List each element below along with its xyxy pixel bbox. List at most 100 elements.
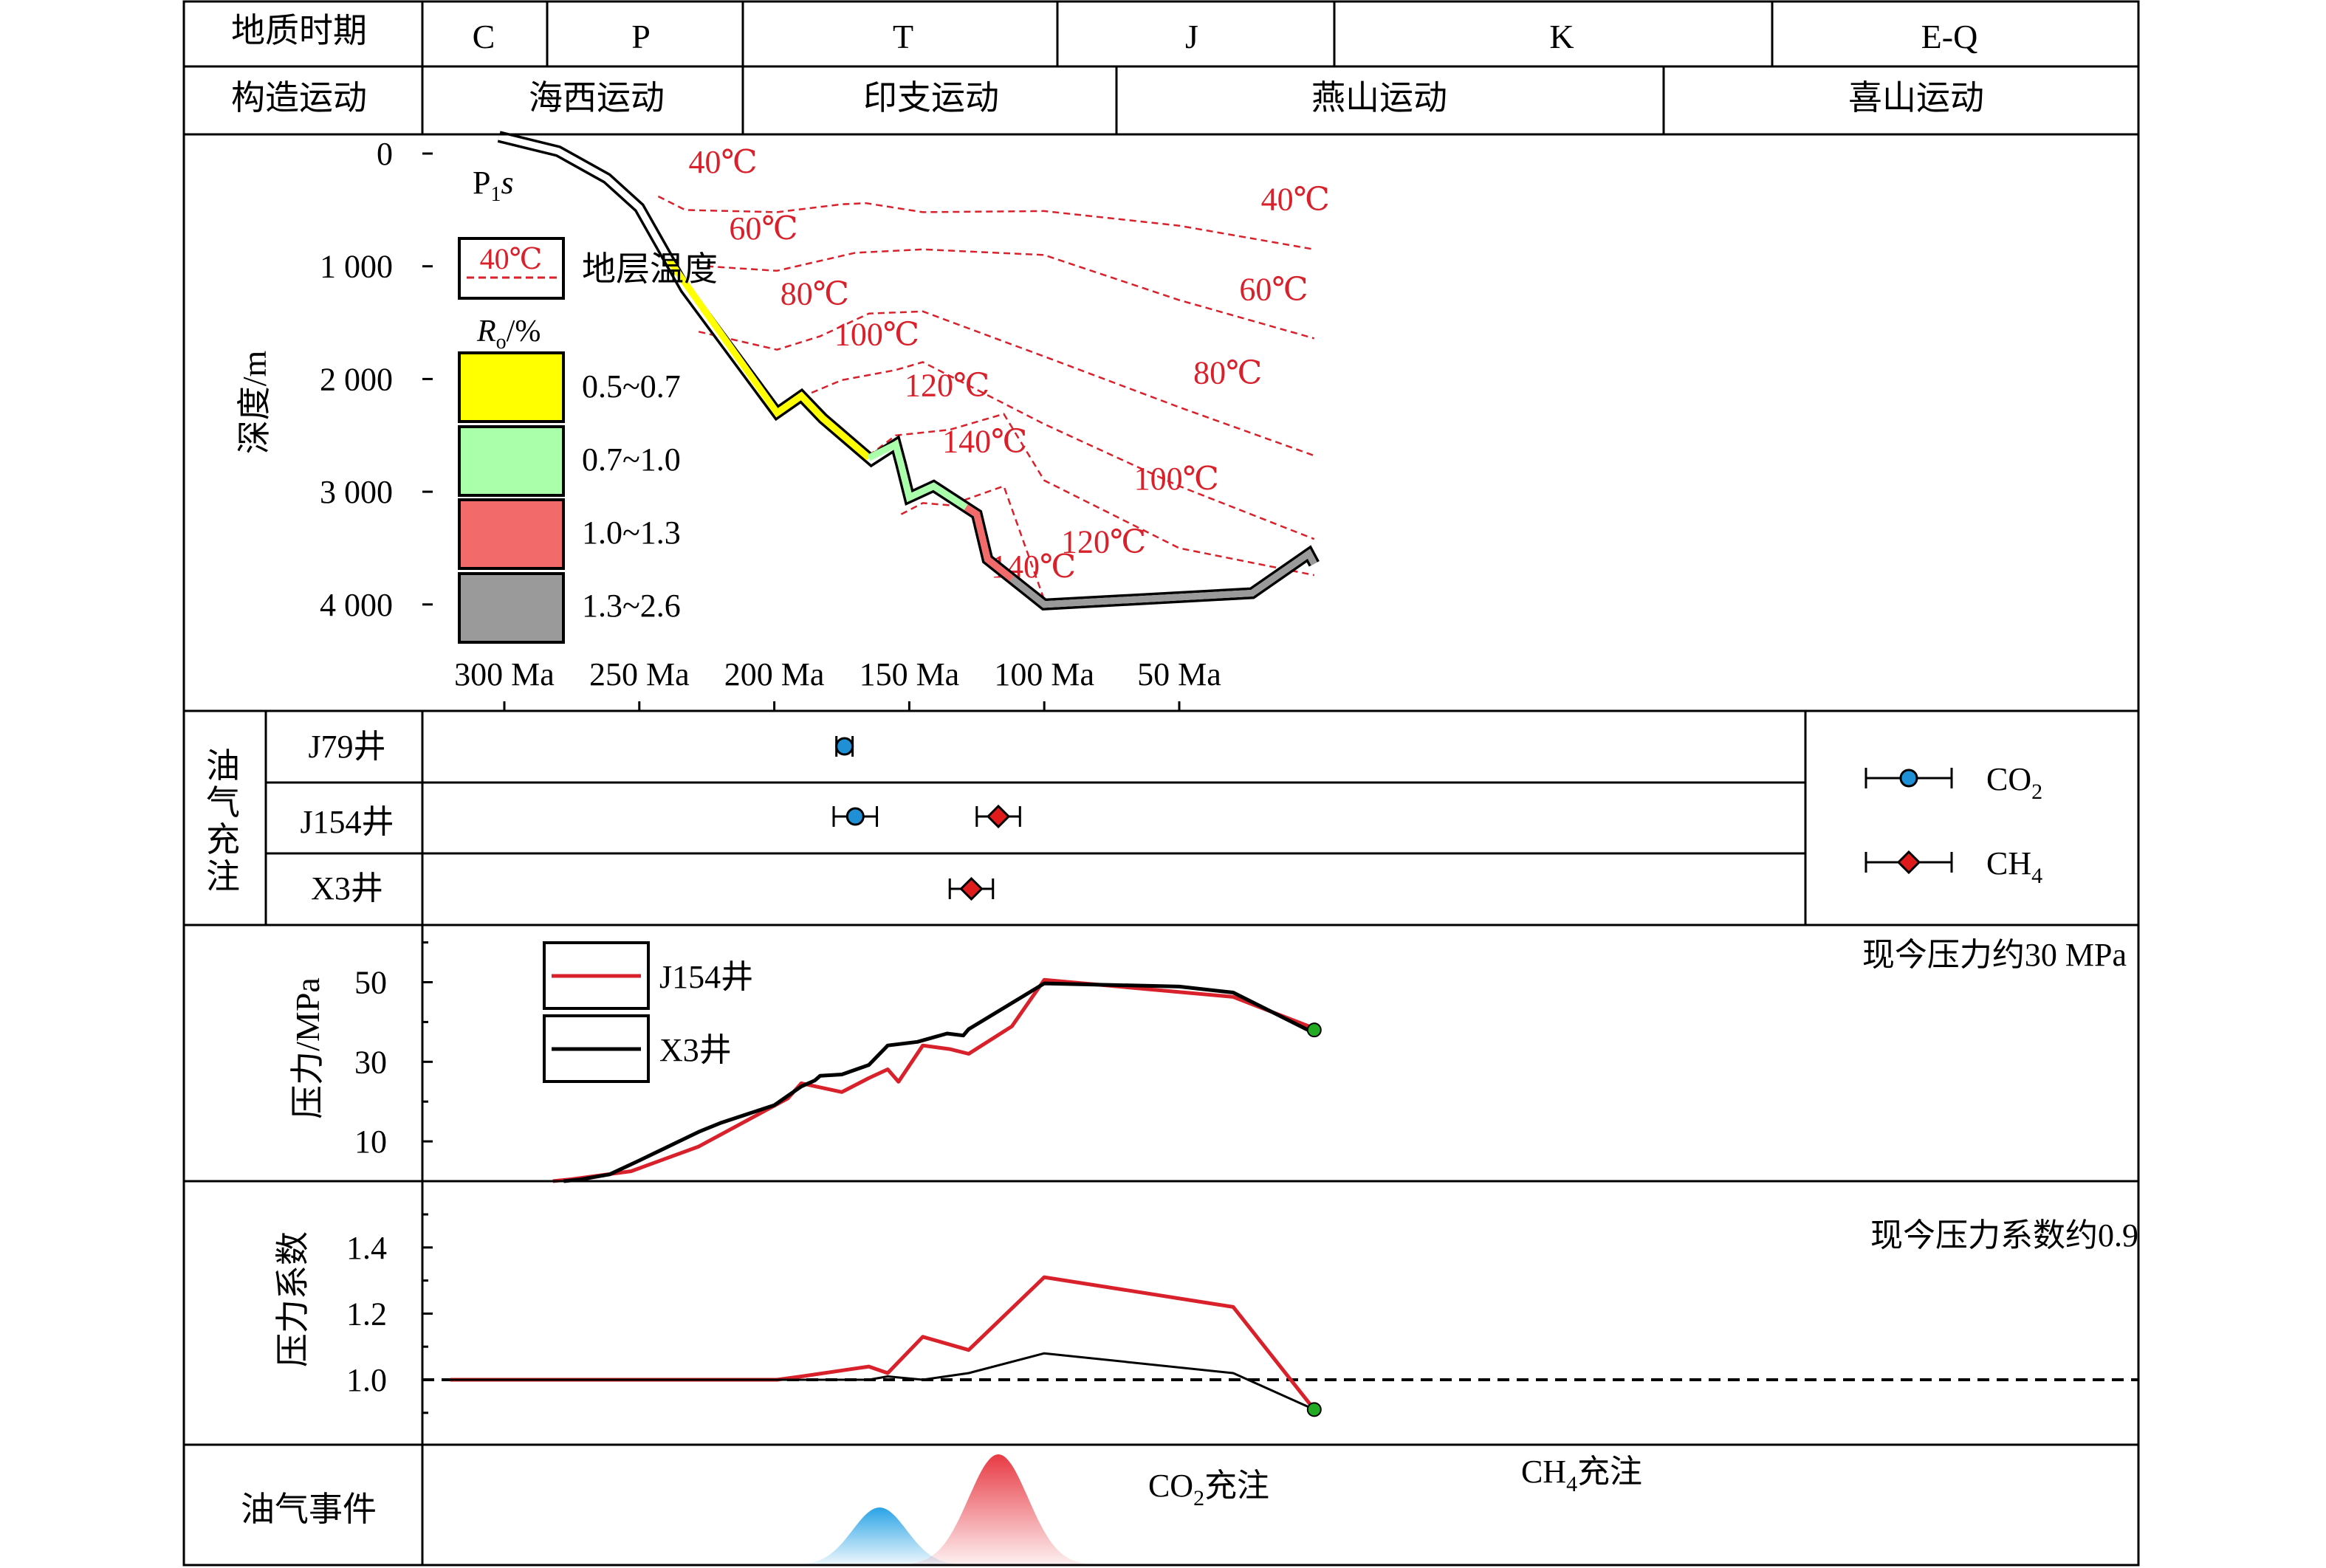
event-ch4-label: CH4充注 [1521,1454,1642,1496]
ro-swatch-2 [458,425,565,497]
ro-range-1: 0.5~0.7 [582,368,681,405]
pressure-axis: 10 30 50 [354,941,433,1183]
isotherm-140℃ [900,484,1046,601]
period-eq: E-Q [1921,18,1978,55]
age-tick-label-200: 200 Ma [724,656,825,692]
temperature-legend-box [458,237,565,300]
ro-swatch-3 [458,498,565,570]
pressure-coefficient-axis-title: 压力系数 [274,1231,312,1367]
pressure-tick-label-10: 10 [354,1124,387,1160]
header: 地质时期 C P T J K E-Q 构造运动 海西运动 印支运动 燕山运动 喜… [231,12,1984,117]
movement-hercynian: 海西运动 [529,79,665,117]
charging-legend: CO2 CH4 [1864,761,2042,888]
period-k: K [1549,18,1574,55]
pressure-coefficient-tick-label-1.2: 1.2 [346,1296,387,1332]
ro-swatch-4 [458,572,565,644]
charging-side-label-1: 油 [206,747,240,785]
isotherm-label-10: 140℃ [942,424,1027,460]
frame [182,0,2140,1567]
pressure-coefficient-axis: 1.0 1.2 1.4 [346,1213,433,1414]
period-j: J [1185,18,1198,55]
isotherm-label-4: 80℃ [781,276,849,312]
pressure-tick-label-50: 50 [354,965,387,1001]
ro-legend: Ro/% 0.5~0.7 0.7~1.0 1.0~1.3 1.3~2.6 [458,314,681,644]
well-j154: J154井 [300,804,394,840]
hydrocarbon-events-panel: 油气事件 CO2充注 CH4充注 [241,1454,1642,1565]
age-tick-label-50: 50 Ma [1137,656,1221,692]
ro-range-3: 1.0~1.3 [582,515,681,551]
pressure-coefficient-lines [422,1275,2138,1417]
pressure-annotation: 现今压力约30 MPa [1862,937,2127,973]
pressure-panel: 10 30 50 压力/MPa 现今压力约30 MPa J154井 X3井 [289,937,2127,1183]
charging-side-label-2: 气 [206,784,240,822]
age-tick-label-250: 250 Ma [589,656,690,692]
isotherm-lines [657,195,1315,601]
period-c: C [473,18,495,55]
tectonic-row-label: 构造运动 [231,79,367,117]
pressure-coefficient-annotation: 现今压力系数约0.9 [1870,1217,2138,1254]
isotherm-label-7: 100℃ [1134,461,1219,497]
events-title: 油气事件 [241,1490,377,1528]
pressure-coefficient-end-marker [1306,1402,1322,1417]
depth-tick-label-0: 0 [377,136,393,172]
movement-yanshanian: 燕山运动 [1311,79,1447,117]
pressure-legend: J154井 X3井 [543,941,753,1083]
isotherm-label-3: 60℃ [1239,272,1308,308]
isotherm-label-9: 120℃ [1061,524,1146,560]
ro-segment-0.7~1.0 [867,439,968,510]
isotherm-100℃ [800,361,1315,540]
isotherm-120℃ [868,413,1315,577]
isotherm-label-2: 60℃ [729,210,797,247]
temperature-legend: 40℃ 地层温度 [458,237,718,300]
period-t: T [893,18,913,55]
well-x3: X3井 [311,870,383,907]
pressure-legend-label-2: X3井 [659,1032,732,1068]
depth-tick-label-4000: 4 000 [320,587,393,623]
isotherm-60℃ [707,248,1315,340]
legend-co2-marker [1899,768,1918,788]
pressure-coefficient-tick-label-1: 1.0 [346,1362,387,1398]
ro-swatch-1 [458,351,565,423]
ro-range-4: 1.3~2.6 [582,588,681,624]
burial-history-panel: 40℃40℃60℃60℃80℃80℃100℃100℃120℃120℃140℃14… [236,131,1330,711]
hydrocarbon-charging-panel: 油 气 充 注 J79井 J154井 X3井 CO2 CH4 [206,729,2042,907]
isotherm-labels: 40℃40℃60℃60℃80℃80℃100℃100℃120℃120℃140℃14… [688,144,1329,585]
ro-segment-1.3~2.6 [1009,549,1317,608]
charging-point-CO2-1 [845,807,865,826]
pressure-legend-label-1: J154井 [659,959,753,995]
legend-ch4-label: CH4 [1986,845,2042,888]
age-tick-label-300: 300 Ma [454,656,555,692]
period-row-label: 地质时期 [231,12,367,49]
movement-himalayan: 喜山运动 [1848,79,1984,117]
pressure-coefficient-line-J154井 [450,1275,1316,1411]
pressure-axis-title: 压力/MPa [289,977,326,1119]
legend-ch4-marker [1896,850,1921,875]
ro-range-2: 0.7~1.0 [582,441,681,478]
ro-legend-title: Ro/% [476,314,541,354]
event-peak-CH4 [903,1454,1094,1565]
isotherm-label-1: 40℃ [1261,181,1330,217]
depth-tick-label-2000: 2 000 [320,361,393,397]
event-peak-CO2 [793,1507,967,1565]
pressure-coefficient-line-X3井 [450,1352,1315,1411]
pressure-coefficient-panel: 1.0 1.2 1.4 压力系数 现今压力系数约0.9 [274,1213,2138,1417]
depth-axis: 0 1 000 2 000 3 000 4 000 [320,136,433,623]
age-axis: 300 Ma 250 Ma 200 Ma 150 Ma 100 Ma 50 Ma [454,656,1221,711]
charging-points [832,736,1021,901]
pressure-line-J154井 [552,977,1315,1183]
isotherm-label-6: 100℃ [834,317,919,353]
formation-label: P1s [473,165,514,206]
pressure-tick-label-30: 30 [354,1044,387,1080]
age-tick-label-100: 100 Ma [994,656,1094,692]
temperature-legend-label: 地层温度 [582,250,718,288]
charging-point-CH4-2 [986,804,1011,829]
movement-indosinian: 印支运动 [863,79,999,117]
depth-tick-label-1000: 1 000 [320,249,393,285]
pressure-coefficient-tick-label-1.4: 1.4 [346,1230,387,1266]
isotherm-label-5: 80℃ [1193,355,1262,391]
event-peaks [793,1454,1094,1565]
depth-axis-title: 深度/m [236,351,273,455]
legend-co2-label: CO2 [1986,761,2042,804]
pressure-lines [552,977,1322,1183]
